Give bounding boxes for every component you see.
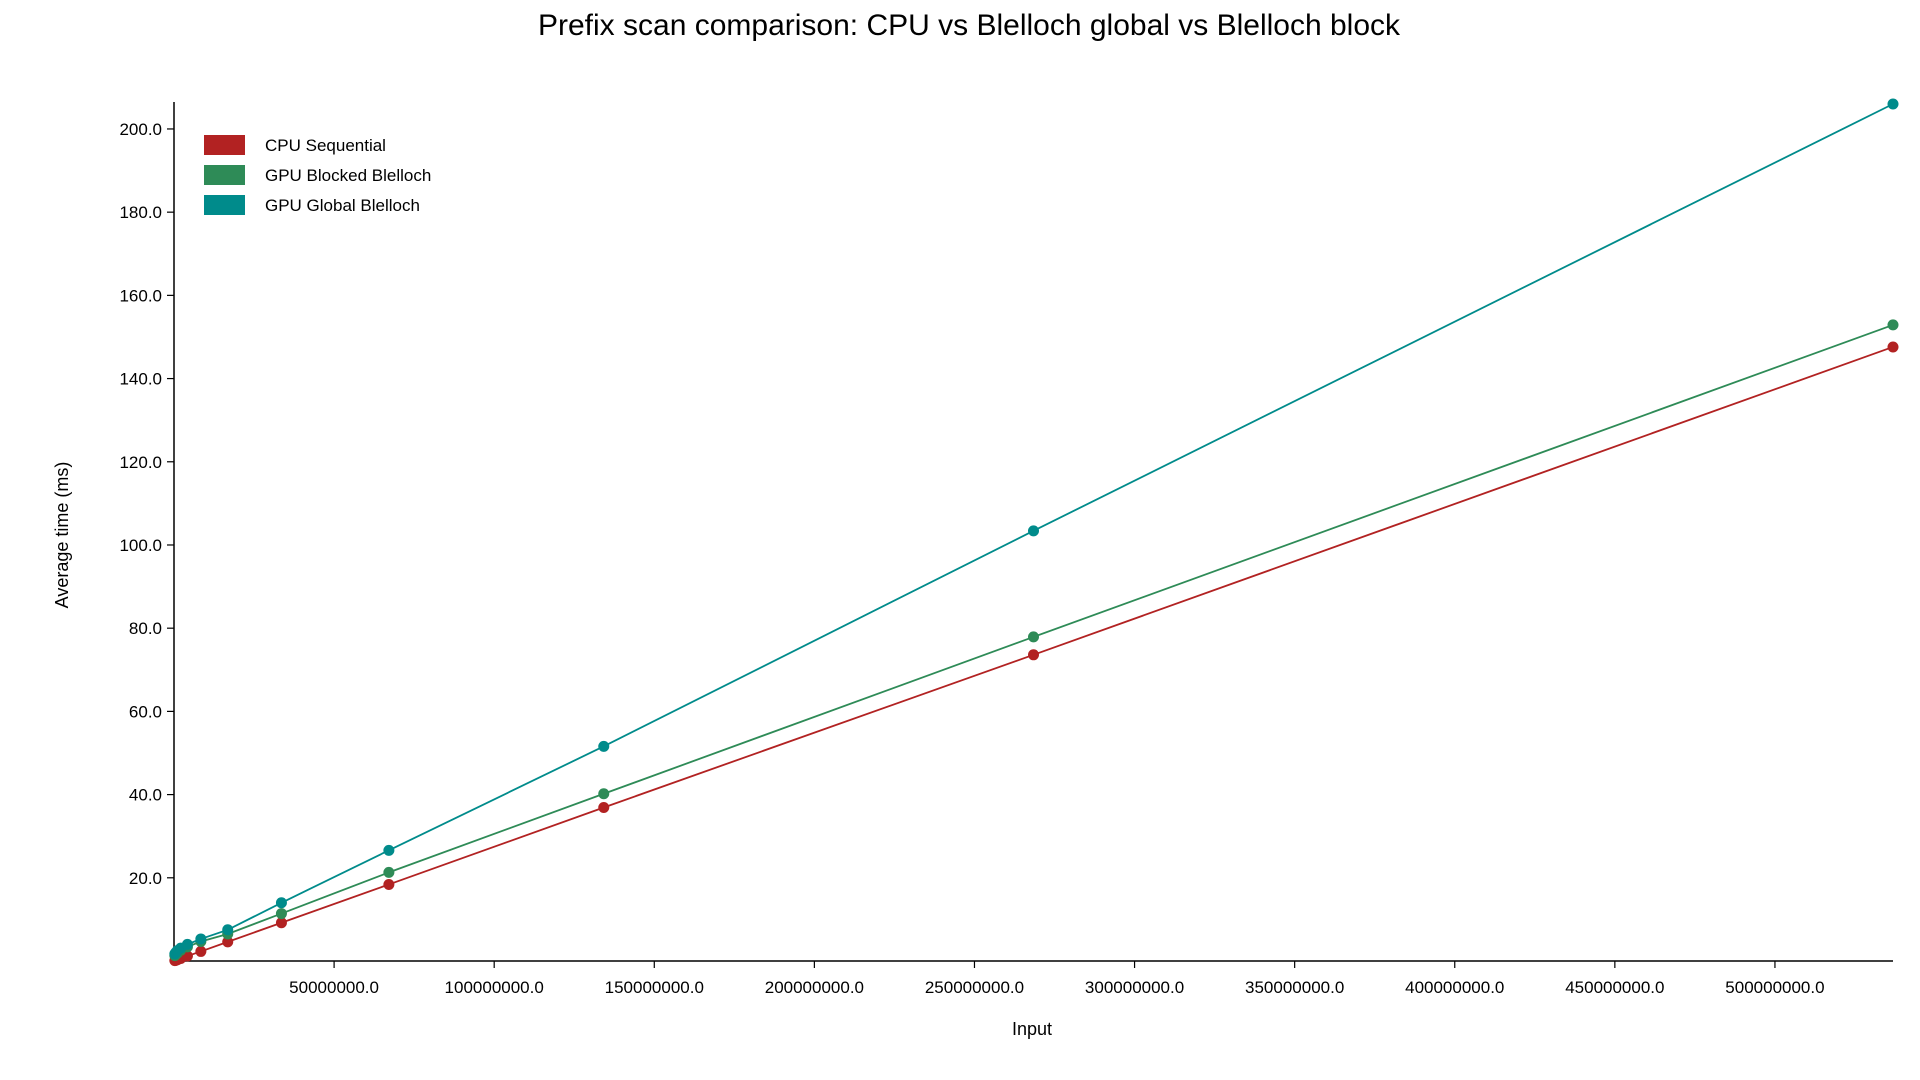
- series-2: [169, 98, 1899, 960]
- series-0: [169, 341, 1899, 967]
- x-tick-label: 150000000.0: [605, 978, 704, 997]
- x-tick-label: 500000000.0: [1725, 978, 1824, 997]
- data-point: [1887, 341, 1899, 353]
- y-tick-label: 140.0: [119, 370, 162, 389]
- y-tick-label: 100.0: [119, 536, 162, 555]
- x-tick-label: 350000000.0: [1245, 978, 1344, 997]
- x-tick-label: 300000000.0: [1085, 978, 1184, 997]
- x-tick-label: 400000000.0: [1405, 978, 1504, 997]
- data-point: [383, 866, 395, 878]
- x-tick-label: 100000000.0: [445, 978, 544, 997]
- y-axis-title: Average time (ms): [52, 462, 72, 609]
- x-tick-label: 50000000.0: [289, 978, 379, 997]
- legend-swatch: [204, 135, 245, 155]
- series-1: [169, 319, 1899, 962]
- y-tick-label: 200.0: [119, 120, 162, 139]
- data-point: [181, 938, 193, 950]
- legend-label: GPU Global Blelloch: [265, 196, 420, 215]
- legend-swatch: [204, 165, 245, 185]
- legend-label: CPU Sequential: [265, 136, 386, 155]
- data-point: [598, 801, 610, 813]
- data-point: [598, 788, 610, 800]
- series-layer: [169, 98, 1899, 967]
- y-tick-label: 20.0: [129, 869, 162, 888]
- x-tick-label: 200000000.0: [765, 978, 864, 997]
- data-point: [1887, 319, 1899, 331]
- legend: CPU Sequential GPU Blocked Blelloch GPU Gl…: [204, 135, 431, 215]
- x-axis-title: Input: [1012, 1019, 1052, 1039]
- data-point: [222, 936, 234, 948]
- y-tick-label: 160.0: [119, 286, 162, 305]
- data-point: [195, 933, 207, 945]
- legend-swatch: [204, 195, 245, 215]
- data-point: [222, 924, 234, 936]
- legend-label: GPU Blocked Blelloch: [265, 166, 431, 185]
- data-point: [195, 945, 207, 957]
- data-point: [1887, 98, 1899, 110]
- data-point: [1028, 631, 1039, 643]
- data-point: [383, 878, 395, 890]
- x-tick-label: 450000000.0: [1565, 978, 1664, 997]
- data-point: [275, 897, 287, 909]
- x-tick-label: 250000000.0: [925, 978, 1024, 997]
- y-tick-label: 80.0: [129, 619, 162, 638]
- y-tick-label: 120.0: [119, 453, 162, 472]
- data-point: [1028, 525, 1039, 537]
- y-tick-label: 40.0: [129, 786, 162, 805]
- axes: 20.0 40.0 60.0 80.0 100.0 120.0 140.0 160.0 180.…: [119, 102, 1893, 997]
- y-tick-label: 60.0: [129, 702, 162, 721]
- data-point: [275, 908, 287, 920]
- data-point: [383, 844, 395, 856]
- y-tick-label: 180.0: [119, 203, 162, 222]
- chart-title: Prefix scan comparison: CPU vs Blelloch …: [538, 9, 1401, 42]
- data-point: [275, 917, 287, 929]
- data-point: [1028, 649, 1039, 661]
- data-point: [598, 740, 610, 752]
